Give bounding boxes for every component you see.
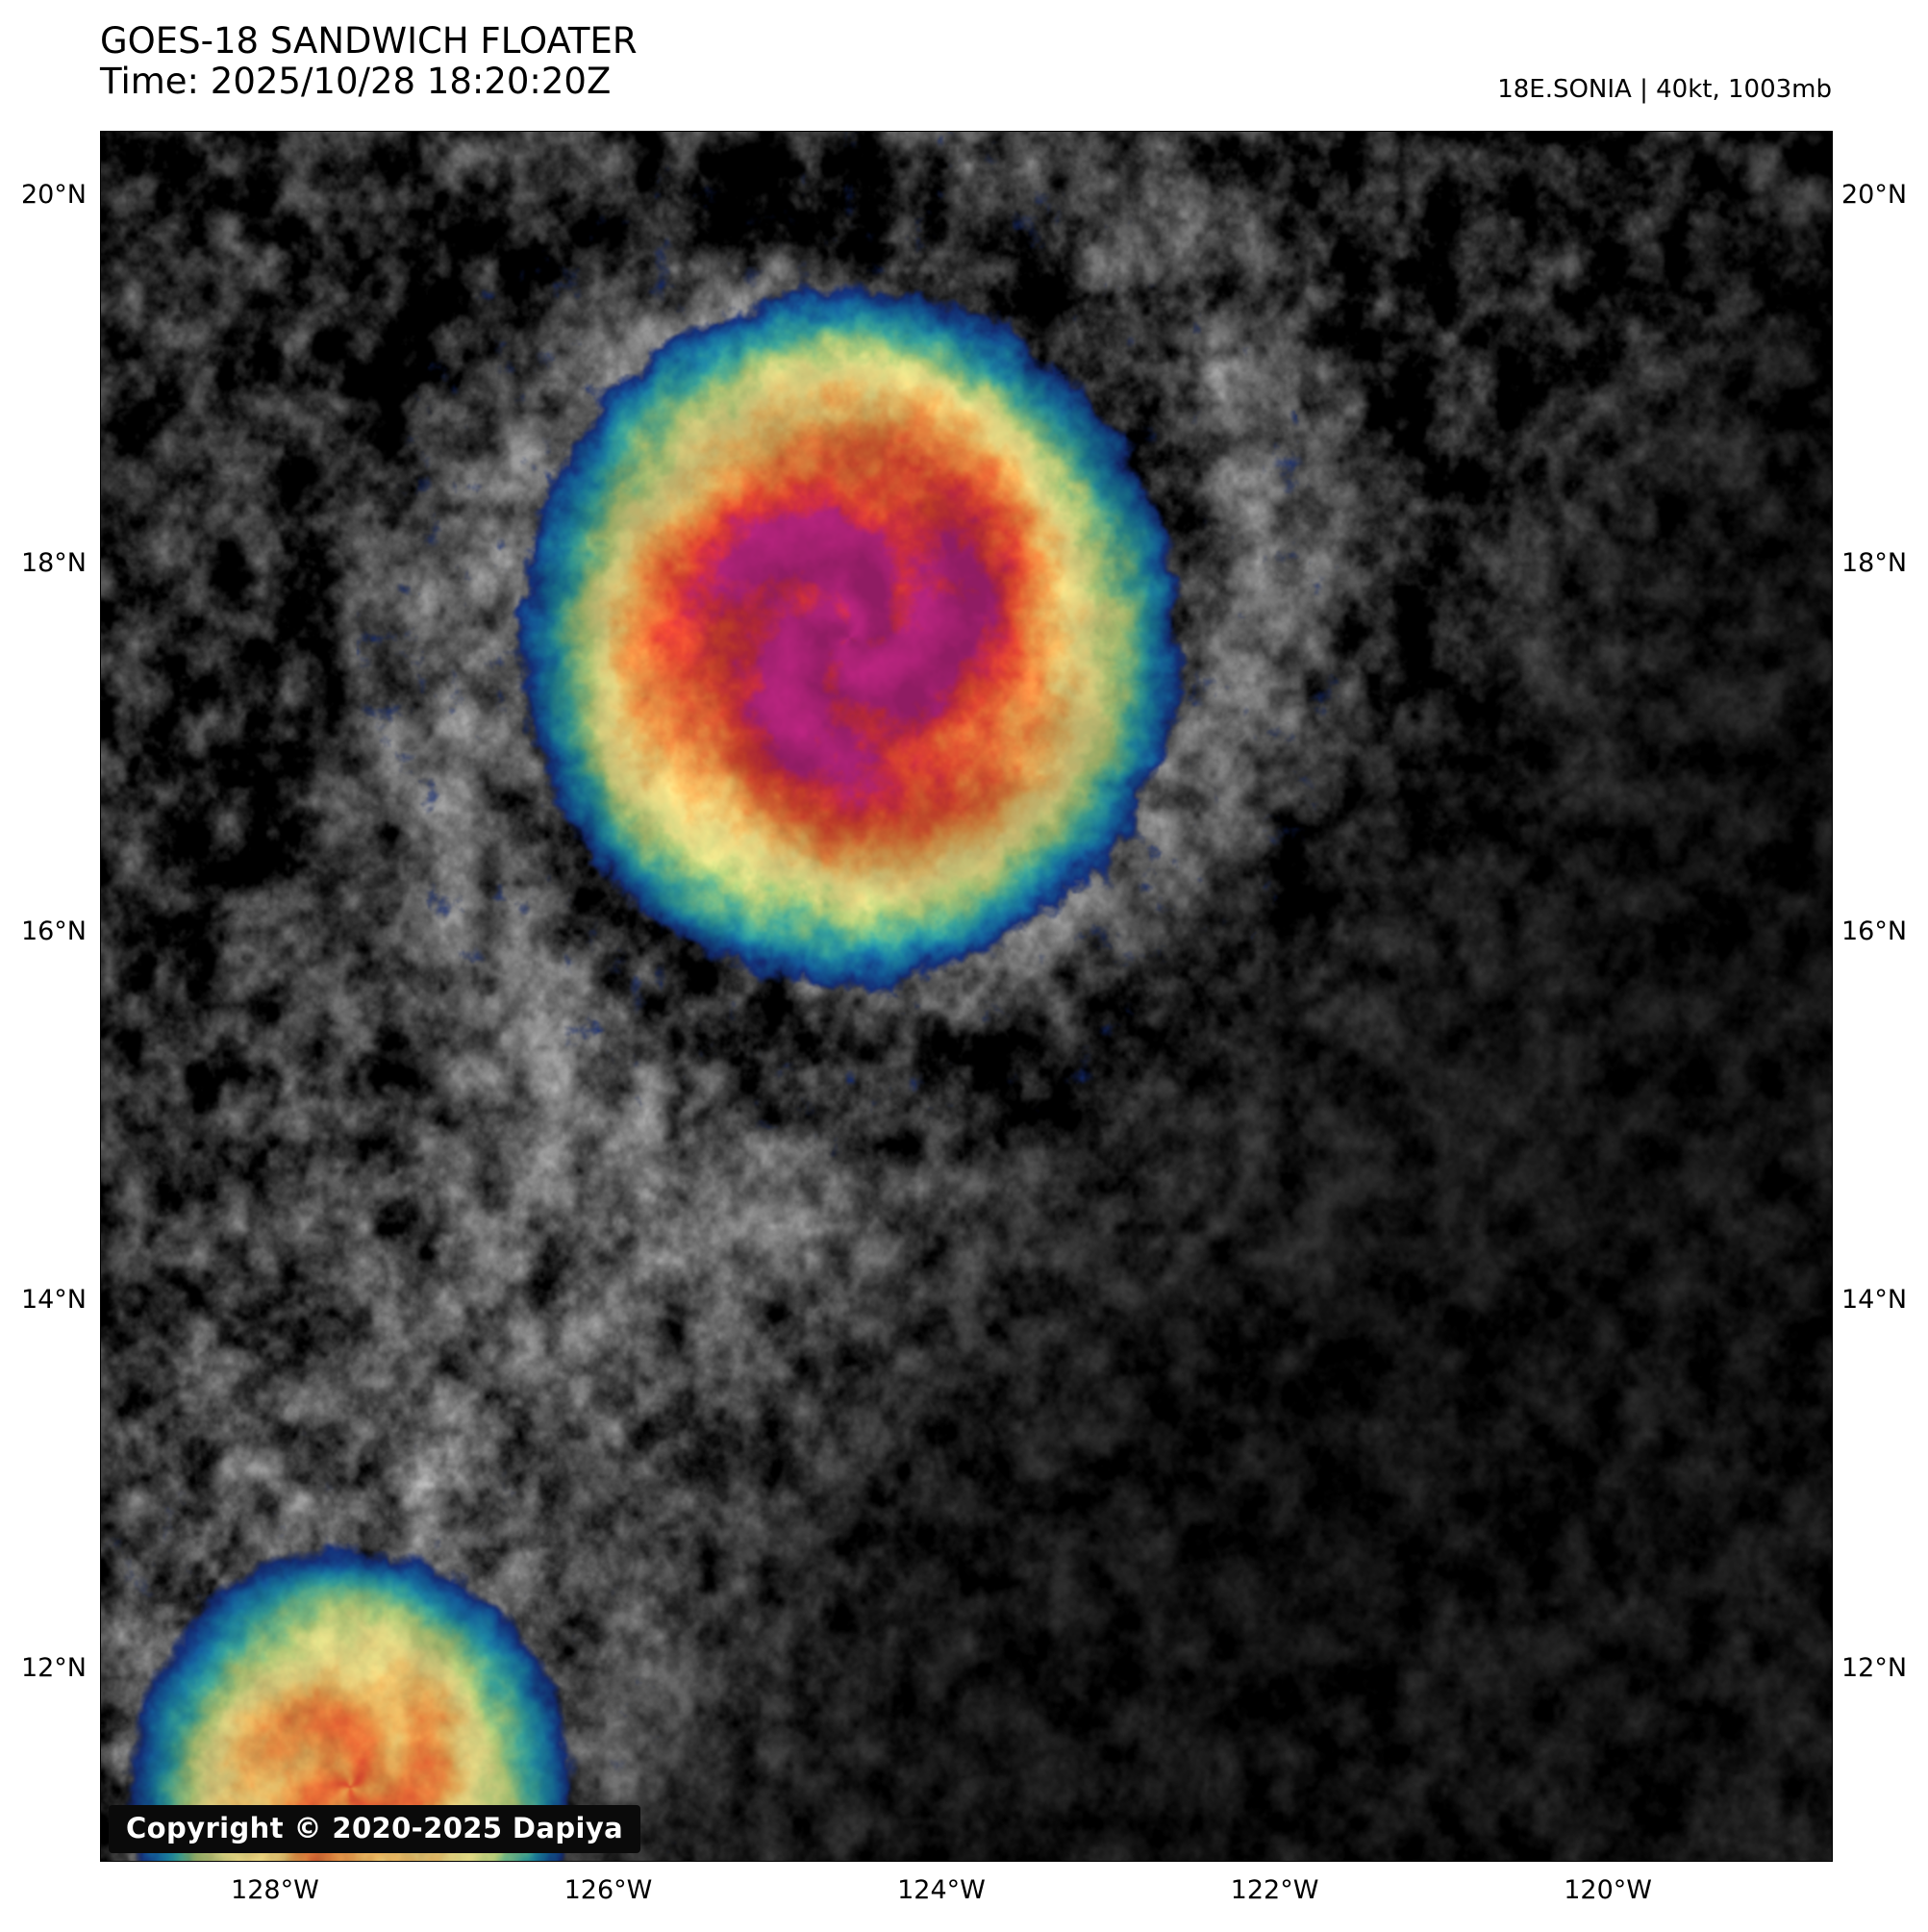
storm-info-label: 18E.SONIA | 40kt, 1003mb: [1497, 75, 1832, 104]
copyright-watermark: Copyright © 2020-2025 Dapiya: [109, 1805, 641, 1853]
lat-tick-label-left: 12°N: [20, 1652, 87, 1683]
timestamp-label: Time: 2025/10/28 18:20:20Z: [100, 61, 612, 102]
lon-tick-label: 124°W: [897, 1875, 986, 1905]
lat-tick-label-right: 12°N: [1841, 1652, 1908, 1683]
satellite-image-canvas[interactable]: [101, 132, 1832, 1861]
lat-tick-label-right: 20°N: [1841, 180, 1908, 211]
page-title: GOES-18 SANDWICH FLOATER: [100, 20, 638, 62]
lat-tick-label-left: 20°N: [20, 180, 87, 211]
lon-tick-label: 120°W: [1564, 1875, 1652, 1905]
lat-tick-label-left: 16°N: [20, 916, 87, 946]
satellite-image-plot[interactable]: Copyright © 2020-2025 Dapiya: [100, 131, 1833, 1862]
lon-tick-label: 128°W: [231, 1875, 319, 1905]
lat-tick-label-right: 14°N: [1841, 1284, 1908, 1315]
lat-tick-label-left: 18°N: [20, 548, 87, 578]
lon-tick-label: 122°W: [1230, 1875, 1319, 1905]
lat-tick-label-left: 14°N: [20, 1284, 87, 1315]
lat-tick-label-right: 18°N: [1841, 548, 1908, 578]
lat-tick-label-right: 16°N: [1841, 916, 1908, 946]
lon-tick-label: 126°W: [563, 1875, 653, 1905]
